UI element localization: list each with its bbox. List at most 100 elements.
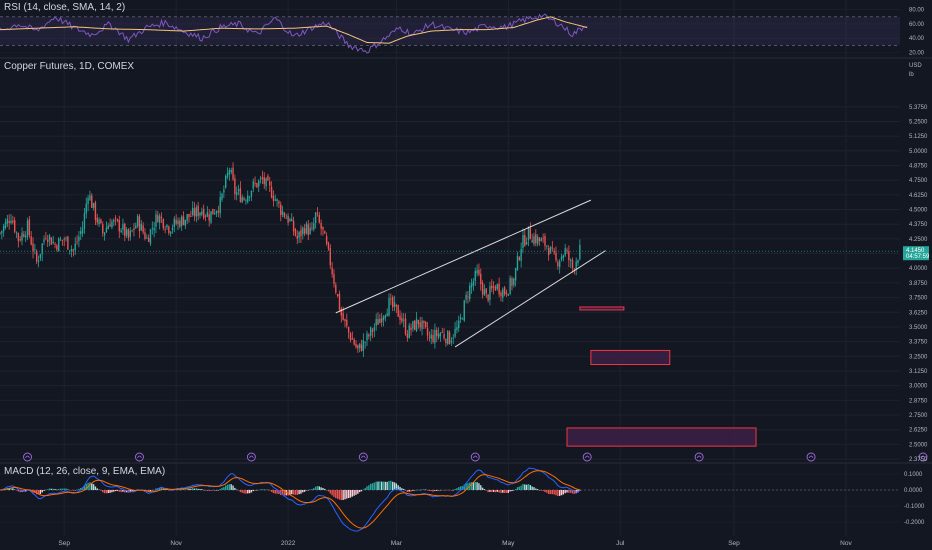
time-axis-tick: Mar [391, 540, 403, 547]
candle [294, 229, 297, 236]
macd-bar [496, 490, 498, 492]
candle [10, 220, 12, 224]
macd-bar [61, 488, 64, 490]
candle [419, 322, 421, 328]
macd-bar [520, 485, 522, 490]
candle [560, 256, 563, 260]
macd-bar [212, 490, 214, 491]
candle [41, 243, 43, 255]
macd-bar [395, 483, 398, 490]
price-y-tick: 4.3750 [909, 222, 928, 228]
candle [518, 257, 521, 260]
macd-bar [226, 484, 229, 490]
macd-bar [50, 488, 53, 490]
candle [309, 227, 311, 235]
candle [571, 260, 574, 269]
candle [454, 328, 456, 337]
macd-bar [338, 490, 341, 500]
candle [340, 308, 343, 316]
candle [168, 226, 170, 234]
macd-bar [100, 490, 102, 491]
macd-signal-line [0, 470, 580, 529]
rsi-ma-line [0, 16, 588, 44]
macd-bar [481, 487, 484, 490]
candle [113, 219, 115, 222]
macd-bar [564, 490, 566, 494]
candle [579, 244, 581, 260]
macd-bar [480, 485, 482, 490]
candle [142, 225, 144, 233]
candle [386, 313, 388, 317]
macd-bar [571, 490, 574, 494]
macd-bar [180, 489, 183, 490]
candle [65, 238, 67, 239]
macd-bar [124, 490, 126, 493]
candle [496, 284, 498, 289]
macd-bar [89, 482, 91, 490]
macd-bar [568, 490, 570, 493]
macd-bar [414, 490, 416, 491]
candle [213, 213, 216, 215]
candle [94, 202, 97, 220]
candle [144, 232, 146, 239]
macd-bar [261, 489, 264, 490]
macd-bar [448, 490, 451, 491]
candle [81, 227, 84, 234]
macd-bar [373, 482, 376, 490]
candle [184, 219, 187, 226]
time-axis-tick: Nov [170, 540, 182, 547]
candle [265, 178, 267, 187]
macd-bar [487, 490, 489, 493]
macd-bar [434, 490, 436, 491]
candle [289, 219, 291, 222]
candle [525, 241, 528, 245]
candle [441, 332, 443, 333]
macd-bar [492, 490, 495, 492]
macd-bar [415, 489, 418, 491]
candle [577, 260, 579, 264]
macd-y-tick: 0.1000 [904, 472, 923, 478]
macd-bar [289, 490, 291, 495]
macd-bar [404, 490, 407, 491]
candle [533, 236, 535, 245]
macd-bar [511, 490, 513, 492]
candle [13, 220, 16, 232]
candle [87, 198, 89, 205]
time-axis[interactable]: SepNov2022MarMayJulSepNov2023MarMayJulSe… [58, 540, 932, 547]
candle [478, 269, 480, 275]
macd-bar [425, 489, 427, 490]
candle [30, 236, 32, 245]
macd-bar [151, 490, 154, 491]
candle [124, 223, 126, 237]
candle [197, 205, 199, 217]
macd-bar [168, 490, 170, 491]
macd-bar [412, 490, 414, 491]
macd-bar [551, 490, 554, 495]
candle [329, 248, 331, 266]
candle [201, 211, 203, 215]
candle [467, 296, 469, 298]
macd-bar [344, 490, 346, 500]
candle [443, 334, 445, 339]
macd-bar [474, 481, 476, 490]
macd-bar [272, 490, 275, 494]
dividend-icon [694, 452, 704, 462]
candle [155, 214, 157, 227]
candle [287, 215, 289, 223]
candle [223, 189, 225, 193]
candle [558, 261, 561, 268]
price-y-tick: 4.2500 [909, 237, 928, 243]
candle [349, 333, 352, 341]
candle [531, 240, 533, 243]
candle [177, 220, 179, 225]
candle [314, 212, 317, 224]
rsi-y-tick: 60.00 [909, 22, 925, 28]
candle [215, 211, 218, 214]
macd-bar [522, 484, 524, 490]
macd-bar [314, 486, 317, 490]
candle [234, 178, 236, 195]
macd-bar [443, 490, 445, 491]
macd-bar [98, 489, 100, 491]
macd-bar [353, 490, 355, 496]
